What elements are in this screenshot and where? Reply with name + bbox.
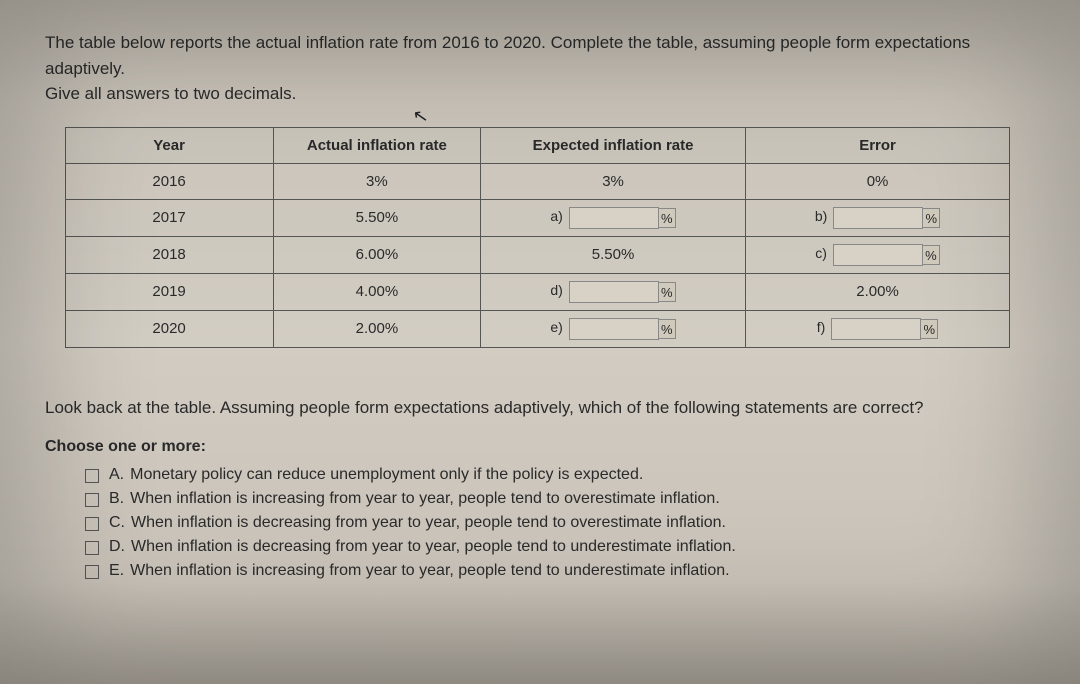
option-checkbox[interactable]: [85, 565, 99, 579]
cell-year: 2020: [65, 310, 273, 347]
option-row: B. When inflation is increasing from year…: [85, 490, 1030, 508]
blank-label: c): [815, 245, 827, 261]
percent-suffix: %: [658, 208, 676, 228]
percent-suffix: %: [658, 319, 676, 339]
question-page: The table below reports the actual infla…: [0, 0, 1080, 616]
cell-actual: 2.00%: [273, 310, 481, 347]
cell-expected: a)%: [481, 199, 745, 236]
table-row: 20175.50%a)%b)%: [65, 199, 1010, 236]
option-letter: C.: [109, 514, 125, 532]
cell-year: 2016: [65, 163, 273, 199]
col-actual: Actual inflation rate: [273, 127, 481, 163]
option-checkbox[interactable]: [85, 517, 99, 531]
table-row: 20163%3%0%: [65, 163, 1010, 199]
cell-actual: 4.00%: [273, 273, 481, 310]
expected-input[interactable]: [569, 318, 659, 340]
expected-input[interactable]: [569, 281, 659, 303]
expected-input[interactable]: [569, 207, 659, 229]
col-expected: Expected inflation rate: [481, 127, 745, 163]
followup-question: Look back at the table. Assuming people …: [45, 398, 1030, 418]
instructions-line2: Give all answers to two decimals.: [45, 84, 296, 103]
error-input[interactable]: [831, 318, 921, 340]
option-text: When inflation is increasing from year t…: [130, 490, 720, 508]
percent-suffix: %: [658, 282, 676, 302]
cell-expected: 3%: [481, 163, 745, 199]
instructions-line1: The table below reports the actual infla…: [45, 33, 970, 78]
cell-year: 2019: [65, 273, 273, 310]
inflation-table: Year Actual inflation rate Expected infl…: [65, 127, 1011, 348]
option-row: D. When inflation is decreasing from year…: [85, 538, 1030, 556]
blank-label: a): [550, 208, 562, 224]
cell-actual: 5.50%: [273, 199, 481, 236]
option-letter: B.: [109, 490, 124, 508]
col-year: Year: [65, 127, 273, 163]
option-letter: D.: [109, 538, 125, 556]
error-input[interactable]: [833, 244, 923, 266]
option-letter: E.: [109, 562, 124, 580]
blank-label: b): [815, 208, 827, 224]
table-row: 20202.00%e)%f)%: [65, 310, 1010, 347]
cell-error: c)%: [745, 236, 1010, 273]
cell-error: 0%: [745, 163, 1010, 199]
option-checkbox[interactable]: [85, 469, 99, 483]
cell-year: 2018: [65, 236, 273, 273]
option-text: Monetary policy can reduce unemployment …: [130, 466, 643, 484]
table-row: 20186.00%5.50%c)%: [65, 236, 1010, 273]
option-text: When inflation is increasing from year t…: [130, 562, 729, 580]
instructions: The table below reports the actual infla…: [45, 30, 1030, 107]
options-list: A. Monetary policy can reduce unemploymen…: [85, 466, 1030, 580]
option-row: E. When inflation is increasing from year…: [85, 562, 1030, 580]
cell-error: b)%: [745, 199, 1010, 236]
option-letter: A.: [109, 466, 124, 484]
percent-suffix: %: [922, 208, 940, 228]
cell-year: 2017: [65, 199, 273, 236]
option-checkbox[interactable]: [85, 541, 99, 555]
blank-label: d): [550, 282, 562, 298]
option-row: C. When inflation is decreasing from year…: [85, 514, 1030, 532]
blank-label: f): [817, 319, 826, 335]
cell-actual: 6.00%: [273, 236, 481, 273]
choose-label: Choose one or more:: [45, 438, 1030, 456]
cell-actual: 3%: [273, 163, 481, 199]
cell-expected: e)%: [481, 310, 745, 347]
table-header-row: Year Actual inflation rate Expected infl…: [65, 127, 1010, 163]
option-text: When inflation is decreasing from year t…: [131, 514, 726, 532]
cell-expected: d)%: [481, 273, 745, 310]
cell-error: 2.00%: [745, 273, 1010, 310]
error-input[interactable]: [833, 207, 923, 229]
cell-expected: 5.50%: [481, 236, 745, 273]
option-text: When inflation is decreasing from year t…: [131, 538, 736, 556]
blank-label: e): [550, 319, 562, 335]
option-checkbox[interactable]: [85, 493, 99, 507]
percent-suffix: %: [922, 245, 940, 265]
option-row: A. Monetary policy can reduce unemploymen…: [85, 466, 1030, 484]
cell-error: f)%: [745, 310, 1010, 347]
col-error: Error: [745, 127, 1010, 163]
table-row: 20194.00%d)%2.00%: [65, 273, 1010, 310]
percent-suffix: %: [920, 319, 938, 339]
